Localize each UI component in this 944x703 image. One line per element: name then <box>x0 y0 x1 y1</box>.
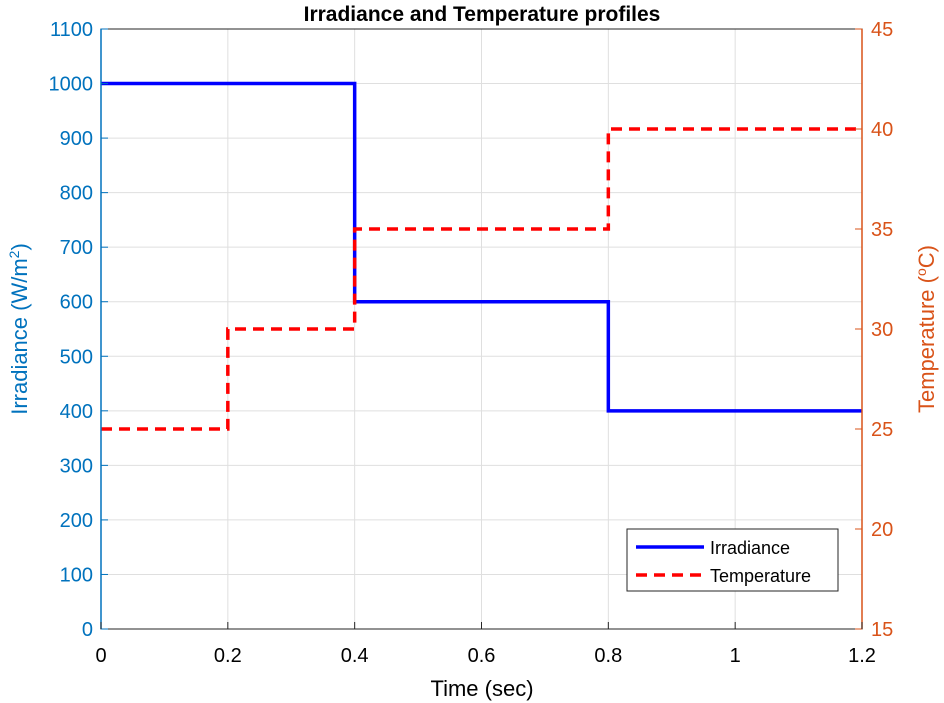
right-axis-label: Temperature (oC) <box>913 245 939 413</box>
series-line-irradiance <box>101 81 862 413</box>
legend-label-irradiance: Irradiance <box>710 538 790 558</box>
x-tick-label: 0 <box>95 645 106 667</box>
left-tick-label: 300 <box>60 455 93 477</box>
x-tick-label: 0.6 <box>468 645 496 667</box>
left-tick-label: 600 <box>60 292 93 314</box>
left-tick-label: 100 <box>60 564 93 586</box>
legend-label-temperature: Temperature <box>710 566 811 586</box>
legend-box <box>626 528 839 592</box>
left-tick-label: 700 <box>60 237 93 259</box>
x-axis-ticks: 0 0.2 0.4 0.6 0.8 1 1.2 <box>95 622 876 667</box>
right-tick-label: 20 <box>871 519 893 541</box>
x-tick-label: 0.4 <box>341 645 369 667</box>
left-axis-label-close: ) <box>7 243 32 250</box>
left-tick-label: 800 <box>60 183 93 205</box>
left-tick-label: 500 <box>60 346 93 368</box>
grid <box>101 29 862 629</box>
right-axis-label-text: Temperature ( <box>914 275 939 413</box>
left-axis-label: Irradiance (W/m2) <box>6 243 32 415</box>
right-axis-label-superscript: o <box>913 268 929 276</box>
right-tick-label: 30 <box>871 319 893 341</box>
right-tick-label: 25 <box>871 419 893 441</box>
left-tick-label: 0 <box>82 619 93 641</box>
series-line-temperature <box>101 127 862 431</box>
right-tick-label: 45 <box>871 19 893 41</box>
right-axis-ticks: 15 20 25 30 35 40 45 <box>855 19 893 641</box>
x-tick-label: 1 <box>730 645 741 667</box>
left-tick-label: 200 <box>60 510 93 532</box>
x-tick-label: 0.2 <box>214 645 242 667</box>
series-layer <box>101 81 862 431</box>
chart-title: Irradiance and Temperature profiles <box>304 3 661 26</box>
right-tick-label: 40 <box>871 119 893 141</box>
left-tick-label: 400 <box>60 401 93 423</box>
left-tick-label: 1100 <box>50 19 93 41</box>
right-tick-label: 35 <box>871 219 893 241</box>
left-tick-label: 900 <box>60 128 93 150</box>
x-tick-label: 1.2 <box>848 645 876 667</box>
left-axis-label-superscript: 2 <box>6 250 22 258</box>
left-tick-label: 1000 <box>49 74 94 96</box>
right-tick-label: 15 <box>871 619 893 641</box>
x-axis-label: Time (sec) <box>430 676 533 701</box>
legend: Irradiance Temperature <box>626 528 839 592</box>
x-tick-label: 0.8 <box>594 645 622 667</box>
left-axis-ticks: 0 100 200 300 400 500 600 700 800 900 1000 1100 <box>49 19 108 641</box>
right-axis-label-close: C) <box>914 245 939 268</box>
left-axis-label-text: Irradiance (W/m <box>7 258 32 414</box>
